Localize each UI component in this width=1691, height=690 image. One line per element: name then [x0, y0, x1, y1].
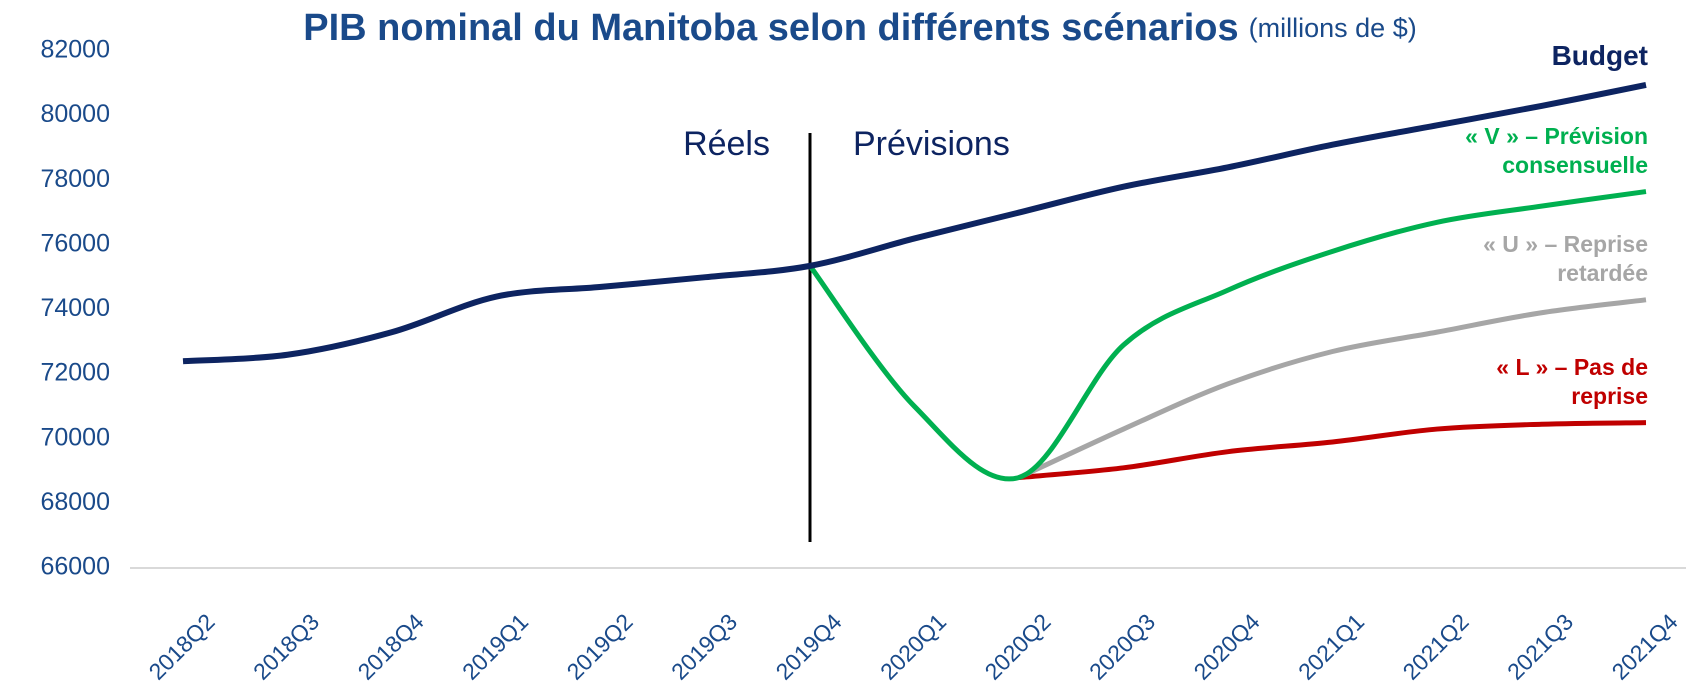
y-tick-label: 74000 [40, 294, 110, 322]
y-tick-label: 78000 [40, 165, 110, 193]
x-tick-label: 2018Q4 [353, 608, 429, 684]
x-tick-label: 2021Q1 [1293, 609, 1369, 685]
series-label: Budget [1551, 39, 1648, 71]
x-tick-label: 2020Q1 [875, 609, 951, 685]
subtitle: (millions de $) [1249, 13, 1417, 43]
series-line [807, 189, 1647, 482]
y-tick-label: 70000 [40, 423, 110, 451]
y-tick-label: 76000 [40, 229, 110, 257]
x-tick-label: 2019Q3 [666, 609, 742, 685]
x-tick-label: 2019Q1 [457, 609, 533, 685]
series-line [1017, 297, 1647, 480]
x-tick-label: 2018Q3 [248, 609, 324, 685]
series-label: « V » – Prévision consensuelle [1465, 123, 1648, 178]
x-tick-label: 2021Q2 [1398, 609, 1474, 685]
x-tick-label: 2020Q4 [1189, 608, 1265, 684]
series-line [182, 81, 1647, 365]
y-tick-label: 72000 [40, 359, 110, 387]
x-tick-label: 2020Q3 [1084, 609, 1160, 685]
x-tick-label: 2021Q4 [1607, 608, 1683, 684]
y-tick-label: 80000 [40, 100, 110, 128]
x-tick-label: 2019Q2 [562, 609, 638, 685]
chart-title: PIB nominal du Manitoba selon différents… [303, 7, 1416, 49]
title: PIB nominal du Manitoba selon différents… [303, 7, 1238, 49]
series-label: « L » – Pas de reprise [1496, 354, 1648, 409]
annotation: Réels [683, 125, 770, 163]
series-label: « U » – Reprise retardée [1483, 231, 1648, 287]
x-tick-label: 2019Q4 [771, 608, 847, 684]
x-tick-label: 2018Q2 [144, 609, 220, 685]
y-tick-label: 82000 [40, 36, 110, 64]
series-line [1018, 420, 1647, 481]
y-tick-label: 66000 [40, 553, 110, 581]
x-tick-label: 2020Q2 [980, 609, 1056, 685]
annotation: Prévisions [853, 125, 1010, 163]
x-tick-label: 2021Q3 [1502, 609, 1578, 685]
y-tick-label: 68000 [40, 488, 110, 516]
